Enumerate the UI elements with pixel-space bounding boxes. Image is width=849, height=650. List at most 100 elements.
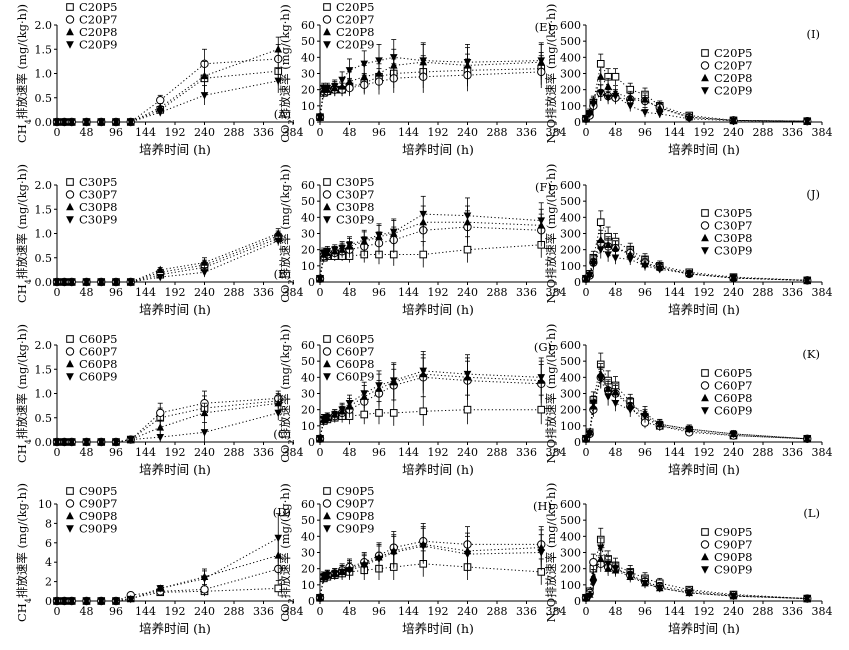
x-axis-label: 培养时间 (h) [668,462,740,477]
y-tick-label: 40 [301,211,315,224]
x-tick-label: 96 [372,126,386,139]
x-tick-label: 192 [165,286,186,299]
y-tick-label: 0.0 [35,116,53,129]
x-tick-label: 240 [457,446,478,459]
data-point [604,251,612,259]
data-point [60,278,69,287]
series-line [57,80,279,123]
legend-label: C60P9 [336,370,375,384]
series-c30p9 [53,235,283,287]
data-point [67,438,76,447]
legend-marker [700,381,710,390]
legend-marker [322,190,332,199]
legend-marker [66,335,74,343]
series-c60p7 [52,390,283,447]
panel-label: (J) [806,187,820,201]
y-axis-label: CH4排放速率 (mg/(kg·h)) [15,4,33,143]
x-tick-label: 0 [583,286,590,299]
legend-label: C60P5 [714,366,753,380]
series-c30p5 [53,233,283,286]
data-point [360,60,369,68]
x-axis-label: 培养时间 (h) [668,142,740,157]
legend-label: C90P9 [714,563,753,577]
data-point [641,109,649,117]
data-point [274,399,283,407]
series-line [57,397,279,443]
legend-marker [323,359,331,368]
x-tick-label: 192 [694,446,715,459]
data-point [611,400,620,408]
panel-d: 0 48 96 144 192 240 288 336 384 0 2 4 6 8 10 培养时间 (h) CH… [15,483,304,636]
data-point [200,92,209,100]
data-point [419,57,428,65]
series-c30p9 [316,195,546,283]
x-tick-label: 288 [487,126,508,139]
legend-marker [701,49,709,57]
legend-label: C30P5 [714,206,753,220]
y-axis-label: CH4排放速率 (mg/(kg·h)) [15,483,33,622]
data-point [589,580,598,588]
x-tick-label: 96 [372,605,386,618]
data-point [126,278,135,287]
y-axis-label: CO2排放速率 (mg/(kg·h)) [278,483,296,622]
x-tick-label: 96 [109,126,123,139]
y-tick-label: 300 [560,388,581,401]
data-point [345,567,354,575]
series-c20p8 [316,44,546,121]
legend-label: C60P8 [79,357,118,371]
data-point [626,102,635,111]
data-point [330,246,339,254]
legend-marker [66,359,74,368]
data-point [596,554,605,563]
data-point [803,277,812,285]
series-line [585,362,808,440]
panel-k: 0 48 96 144 192 240 288 336 38401002003004005006… [544,324,833,477]
panel-e: 0 48 96 144 192 240 288 336 3840102030405060培养时间… [278,0,567,157]
legend-label: C30P5 [79,175,118,189]
y-tick-label: 30 [301,228,315,241]
y-tick-label: 30 [301,68,315,81]
data-point [200,575,209,583]
series-line [585,220,808,281]
data-point [585,110,594,119]
data-point [611,243,620,252]
x-axis-label: 培养时间 (h) [139,142,211,157]
x-tick-label: 384 [283,286,304,299]
data-point [803,595,812,603]
data-point [589,261,598,269]
legend-label: C60P9 [714,404,753,418]
legend-marker [66,41,74,49]
x-tick-label: 192 [165,126,186,139]
x-axis-label: 培养时间 (h) [402,302,474,317]
legend-label: C30P7 [336,188,375,202]
y-tick-label: 20 [301,244,315,257]
data-point [274,77,283,85]
x-tick-label: 288 [224,126,245,139]
panel-label: (L) [803,506,820,520]
data-point [585,430,594,439]
x-tick-label: 240 [457,126,478,139]
x-axis-label: 培养时间 (h) [668,621,740,636]
legend-label: C30P9 [714,244,753,258]
legend-marker [322,15,332,24]
data-point [611,254,620,262]
legend-marker [66,178,74,186]
x-tick-label: 384 [546,605,567,618]
series-c90p7 [581,553,812,603]
x-tick-label: 384 [546,446,567,459]
x-tick-label: 96 [109,605,123,618]
legend-label: C20P8 [714,71,753,85]
x-tick-label: 192 [694,286,715,299]
y-tick-label: 1.5 [35,43,53,56]
x-tick-label: 48 [343,286,357,299]
data-point [360,562,369,570]
data-point [419,542,428,551]
series-line [319,409,542,439]
series-line [319,221,542,279]
data-point [611,565,620,573]
data-point [60,597,69,606]
series-c20p5 [53,56,283,126]
legend-marker [323,487,331,495]
